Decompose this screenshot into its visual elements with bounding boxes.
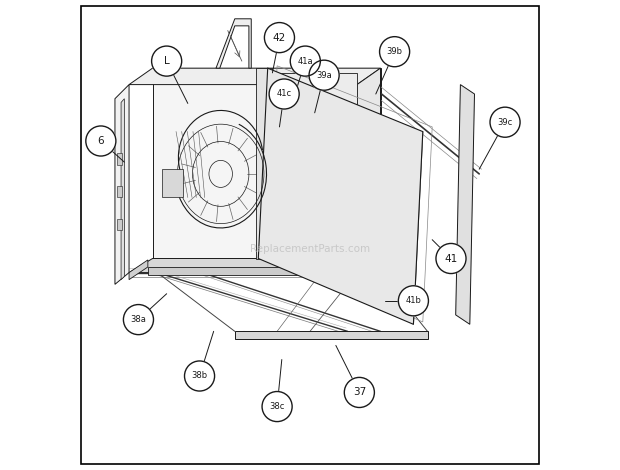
Text: 41a: 41a bbox=[298, 56, 313, 66]
Text: 39a: 39a bbox=[316, 70, 332, 80]
Text: 6: 6 bbox=[97, 136, 104, 146]
Bar bbox=[117, 186, 123, 197]
Circle shape bbox=[309, 60, 339, 90]
Polygon shape bbox=[129, 260, 148, 280]
Polygon shape bbox=[162, 169, 183, 197]
Text: L: L bbox=[164, 56, 169, 66]
Polygon shape bbox=[153, 68, 381, 258]
Text: 37: 37 bbox=[353, 387, 366, 398]
Polygon shape bbox=[216, 19, 251, 68]
Text: 38c: 38c bbox=[270, 402, 285, 411]
Polygon shape bbox=[272, 73, 357, 254]
Circle shape bbox=[290, 46, 321, 76]
Circle shape bbox=[185, 361, 215, 391]
Circle shape bbox=[344, 377, 374, 407]
Text: 38a: 38a bbox=[131, 315, 146, 324]
Text: 41c: 41c bbox=[277, 89, 292, 99]
Text: 42: 42 bbox=[273, 32, 286, 43]
Circle shape bbox=[490, 107, 520, 137]
Text: 38b: 38b bbox=[192, 371, 208, 381]
Circle shape bbox=[399, 286, 428, 316]
Text: 41: 41 bbox=[445, 253, 458, 264]
Circle shape bbox=[379, 37, 410, 67]
Circle shape bbox=[152, 46, 182, 76]
Circle shape bbox=[269, 79, 299, 109]
Bar bbox=[117, 219, 123, 230]
Polygon shape bbox=[256, 68, 272, 258]
Polygon shape bbox=[148, 267, 357, 275]
Polygon shape bbox=[456, 85, 474, 324]
Bar bbox=[117, 153, 123, 164]
Text: ReplacementParts.com: ReplacementParts.com bbox=[250, 244, 370, 254]
Polygon shape bbox=[129, 258, 381, 273]
Polygon shape bbox=[235, 331, 428, 339]
Polygon shape bbox=[115, 85, 129, 284]
Circle shape bbox=[123, 305, 154, 335]
Circle shape bbox=[262, 392, 292, 422]
Polygon shape bbox=[357, 68, 381, 273]
Polygon shape bbox=[129, 68, 381, 85]
Polygon shape bbox=[121, 99, 125, 280]
Text: 41b: 41b bbox=[405, 296, 422, 306]
Circle shape bbox=[86, 126, 116, 156]
Text: 39b: 39b bbox=[387, 47, 402, 56]
Circle shape bbox=[264, 23, 294, 53]
Circle shape bbox=[436, 243, 466, 274]
Polygon shape bbox=[259, 68, 423, 324]
Text: 39c: 39c bbox=[497, 118, 513, 127]
